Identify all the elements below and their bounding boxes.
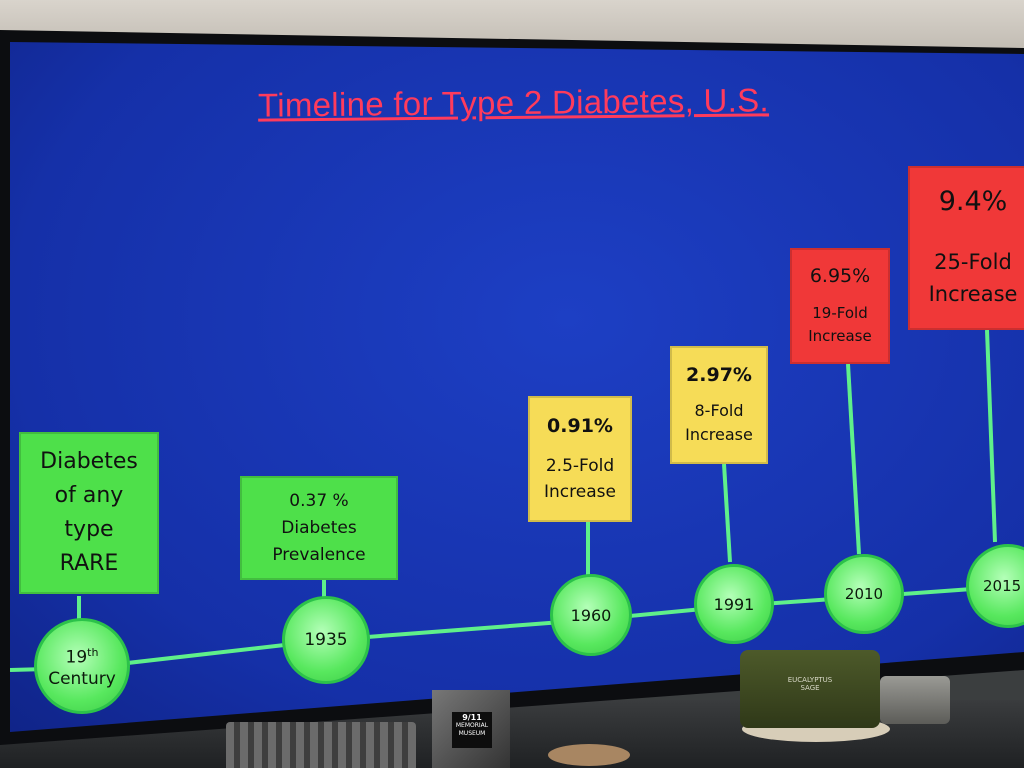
box-line: 2.97%: [686, 364, 752, 386]
box-line: 9.4%: [938, 186, 1008, 217]
year-label-line2: Century: [48, 669, 116, 690]
event-box-19th-century: Diabetes of any type RARE: [19, 432, 159, 594]
box-line: Prevalence: [272, 544, 366, 565]
year-label: 1960: [570, 605, 612, 625]
book-label-line: MUSEUM: [458, 730, 486, 737]
year-label: 2015: [983, 577, 1022, 595]
connector-2010: [846, 363, 861, 555]
box-line: 25-Fold: [934, 250, 1012, 274]
box-line: 6.95%: [809, 264, 871, 287]
box-line: Increase: [928, 282, 1018, 306]
box-line: 0.37 %: [289, 490, 349, 511]
book-label-line: MEMORIAL: [455, 722, 489, 729]
event-box-1935: 0.37 % Diabetes Prevalence: [240, 476, 398, 580]
box-line: 0.91%: [547, 415, 613, 437]
event-box-2010: 6.95% 19-Fold Increase: [790, 248, 890, 364]
box-line: Increase: [808, 326, 872, 345]
year-label: 1991: [713, 594, 755, 614]
cork-coaster: [548, 744, 630, 766]
year-marker-1935: 1935: [282, 596, 370, 684]
event-box-1960: 0.91% 2.5-Fold Increase: [528, 396, 632, 522]
box-line: of any: [54, 483, 124, 508]
box-line: Increase: [544, 482, 616, 502]
box-line: Diabetes: [40, 449, 138, 474]
wicker-basket: [226, 722, 416, 768]
memorial-museum-book: 9/11 MEMORIAL MUSEUM: [432, 690, 510, 768]
candle-label: EUCALYPTUS SAGE: [762, 664, 858, 700]
event-box-1991: 2.97% 8-Fold Increase: [670, 346, 768, 464]
year-label: 19: [65, 647, 88, 668]
box-line: 2.5-Fold: [545, 456, 615, 476]
year-suffix: th: [87, 645, 99, 659]
eucalyptus-candle: EUCALYPTUS SAGE: [740, 650, 880, 728]
box-line: 8-Fold: [694, 401, 744, 420]
box-line: RARE: [59, 551, 119, 576]
year-marker-1960: 1960: [550, 574, 632, 656]
year-marker-1991: 1991: [694, 564, 774, 644]
year-marker-19th-century: 19th Century: [34, 618, 130, 714]
book-label: 9/11 MEMORIAL MUSEUM: [452, 712, 492, 748]
book-label-line: 9/11: [462, 713, 482, 722]
candle-label-line: SAGE: [800, 684, 820, 692]
year-label: 2010: [844, 585, 884, 603]
box-line: Diabetes: [281, 517, 357, 538]
candle-label-line: EUCALYPTUS: [787, 676, 833, 684]
year-marker-2010: 2010: [824, 554, 904, 634]
year-label: 1935: [304, 630, 348, 650]
box-line: Increase: [685, 425, 753, 444]
metal-tin: [880, 676, 950, 724]
box-line: type: [64, 517, 114, 542]
connector-2015: [985, 329, 997, 543]
tv-screen: Timeline for Type 2 Diabetes, U.S. Diabe…: [10, 42, 1024, 732]
box-line: 19-Fold: [812, 303, 868, 322]
event-box-2015: 9.4% 25-Fold Increase: [908, 166, 1024, 330]
connector-1991: [722, 463, 732, 563]
